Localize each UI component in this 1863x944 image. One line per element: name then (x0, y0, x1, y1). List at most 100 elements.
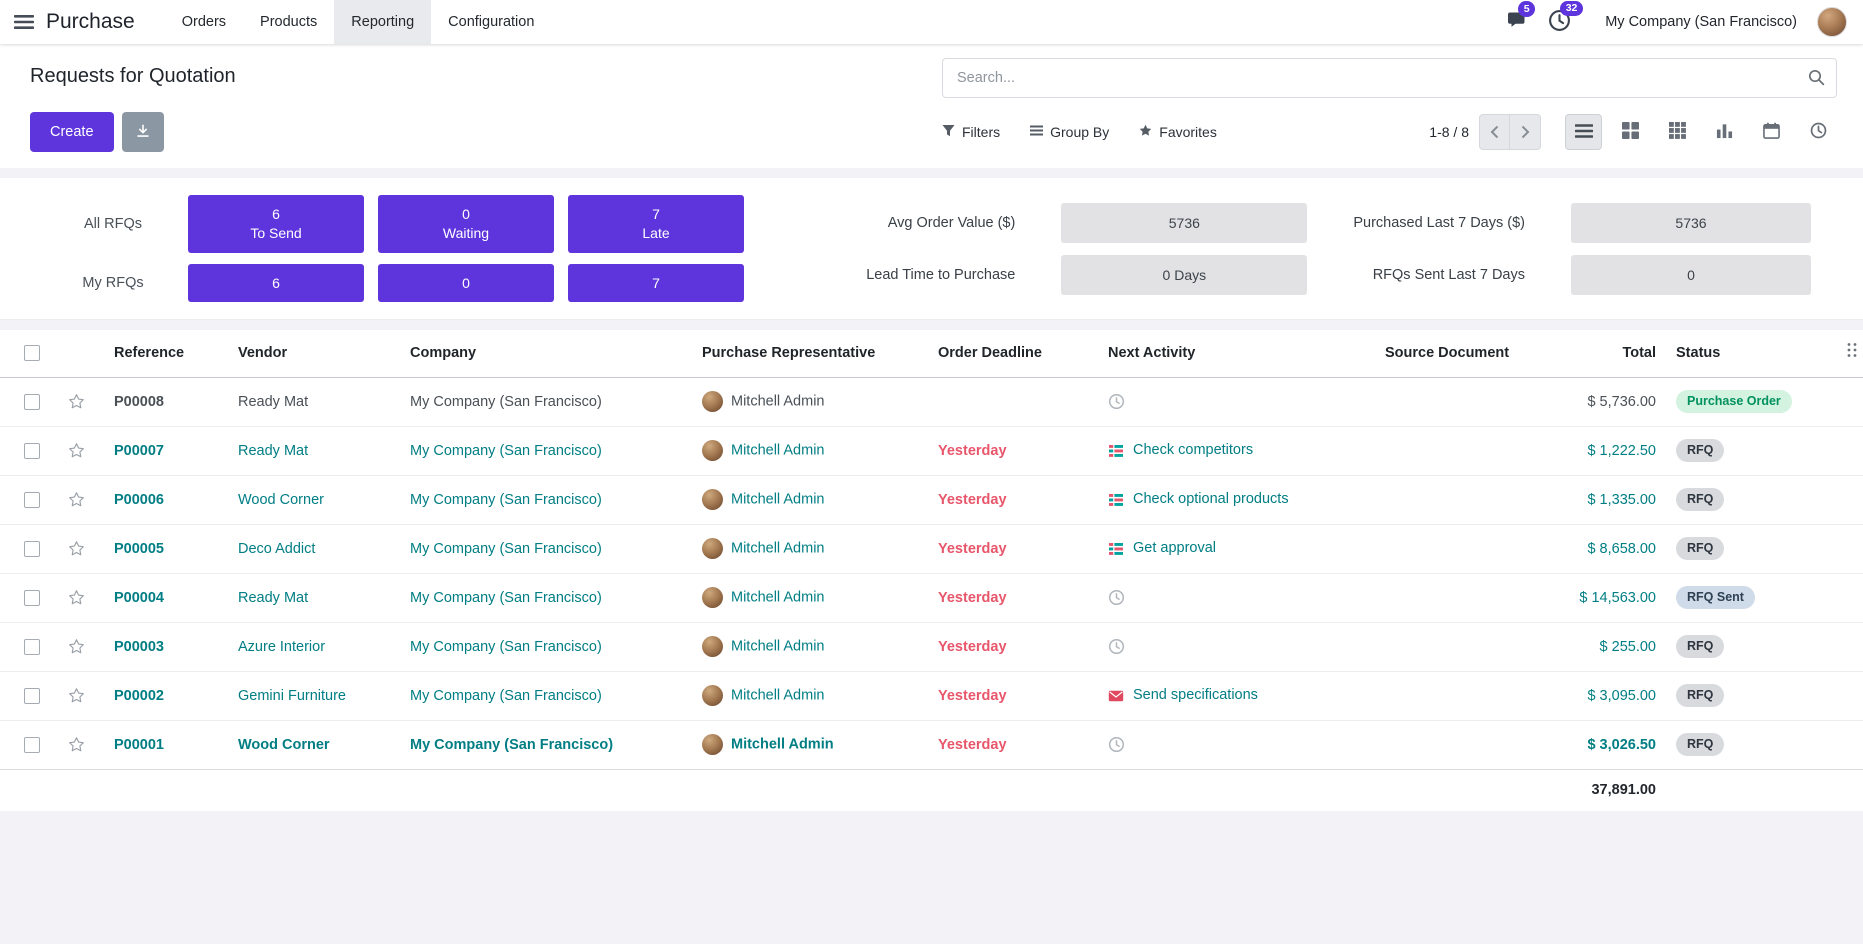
cell-next-activity[interactable]: Get approval (1098, 523, 1375, 573)
cell-order-deadline[interactable] (928, 377, 1098, 426)
cell-status[interactable]: RFQ Sent (1666, 572, 1863, 622)
dash-counter-late[interactable]: 7 Late (568, 195, 744, 253)
menu-item-products[interactable]: Products (260, 14, 318, 30)
cell-next-activity[interactable]: Check competitors (1098, 425, 1375, 475)
search-icon[interactable] (1808, 69, 1825, 90)
cell-company[interactable]: My Company (San Francisco) (400, 670, 692, 720)
cell-vendor[interactable]: Wood Corner (228, 474, 400, 524)
clock-activity-icon[interactable] (1108, 736, 1125, 753)
view-switcher-kanban[interactable] (1612, 114, 1649, 150)
menu-item-orders[interactable]: Orders (181, 14, 227, 30)
column-header-status[interactable]: Status (1666, 330, 1863, 378)
column-header-vendor[interactable]: Vendor (228, 330, 400, 378)
list-activity-icon[interactable] (1108, 492, 1124, 508)
cell-company[interactable]: My Company (San Francisco) (400, 425, 692, 475)
cell-total[interactable]: $ 3,026.50 (1541, 719, 1666, 769)
favorite-star-icon[interactable] (68, 393, 85, 410)
table-row[interactable]: P00002 Gemini Furniture My Company (San Fr… (0, 670, 1863, 720)
cell-source-document[interactable] (1375, 572, 1541, 622)
cell-next-activity[interactable] (1098, 719, 1375, 769)
activities-button[interactable]: 32 (1548, 0, 1583, 36)
dash-counter-to-send[interactable]: 6 To Send (188, 195, 364, 253)
row-checkbox[interactable] (24, 540, 40, 557)
cell-next-activity[interactable]: Check optional products (1098, 474, 1375, 524)
cell-purchase-representative[interactable]: Mitchell Admin (692, 377, 928, 426)
row-checkbox[interactable] (24, 393, 40, 410)
table-row[interactable]: P00006 Wood Corner My Company (San Francis… (0, 474, 1863, 524)
cell-status[interactable]: RFQ (1666, 719, 1863, 769)
cell-source-document[interactable] (1375, 621, 1541, 671)
column-header-order-deadline[interactable]: Order Deadline (928, 330, 1098, 378)
column-header-reference[interactable]: Reference (104, 330, 228, 378)
cell-source-document[interactable] (1375, 474, 1541, 524)
view-switcher-pivot[interactable] (1659, 114, 1696, 150)
user-avatar[interactable] (1817, 7, 1847, 37)
view-switcher-calendar[interactable] (1753, 114, 1790, 150)
cell-status[interactable]: RFQ (1666, 523, 1863, 573)
create-button[interactable]: Create (30, 112, 114, 152)
cell-purchase-representative[interactable]: Mitchell Admin (692, 474, 928, 524)
dash-counter-my-rfqs-6[interactable]: 6 (188, 264, 364, 302)
cell-reference[interactable]: P00005 (104, 523, 228, 573)
cell-vendor[interactable]: Ready Mat (228, 425, 400, 475)
cell-total[interactable]: $ 5,736.00 (1587, 393, 1656, 410)
clock-activity-icon[interactable] (1108, 638, 1125, 655)
pager-next-button[interactable] (1510, 114, 1541, 150)
view-switcher-graph[interactable] (1706, 114, 1743, 150)
favorite-star-icon[interactable] (68, 540, 85, 557)
table-row[interactable]: P00001 Wood Corner My Company (San Francis… (0, 719, 1863, 769)
dash-counter-waiting[interactable]: 0 Waiting (378, 195, 554, 253)
cell-source-document[interactable] (1375, 377, 1541, 426)
cell-order-deadline[interactable]: Yesterday (928, 719, 1098, 769)
menu-item-reporting[interactable]: Reporting (334, 0, 432, 44)
table-row[interactable]: P00003 Azure Interior My Company (San Fran… (0, 621, 1863, 671)
dash-counter-my-rfqs-7[interactable]: 7 (568, 264, 744, 302)
select-all-checkbox[interactable] (24, 345, 40, 362)
clock-activity-icon[interactable] (1108, 589, 1125, 606)
cell-reference[interactable]: P00008 (114, 393, 164, 410)
dash-counter-my-rfqs-0[interactable]: 0 (378, 264, 554, 302)
column-header-next-activity[interactable]: Next Activity (1098, 330, 1375, 378)
cell-reference[interactable]: P00004 (104, 572, 228, 622)
app-title[interactable]: Purchase (46, 10, 135, 33)
cell-order-deadline[interactable]: Yesterday (928, 621, 1098, 671)
cell-company[interactable]: My Company (San Francisco) (400, 621, 692, 671)
cell-order-deadline[interactable]: Yesterday (928, 670, 1098, 720)
cell-reference[interactable]: P00002 (104, 670, 228, 720)
cell-vendor[interactable]: Gemini Furniture (228, 670, 400, 720)
cell-order-deadline[interactable]: Yesterday (928, 425, 1098, 475)
cell-order-deadline[interactable]: Yesterday (928, 572, 1098, 622)
favorite-star-icon[interactable] (68, 638, 85, 655)
cell-company[interactable]: My Company (San Francisco) (410, 393, 602, 410)
cell-company[interactable]: My Company (San Francisco) (400, 719, 692, 769)
row-checkbox[interactable] (24, 589, 40, 606)
cell-vendor[interactable]: Azure Interior (228, 621, 400, 671)
cell-reference[interactable]: P00001 (104, 719, 228, 769)
row-checkbox[interactable] (24, 491, 40, 508)
view-switcher-activity[interactable] (1800, 114, 1837, 150)
cell-source-document[interactable] (1375, 523, 1541, 573)
cell-purchase-representative[interactable]: Mitchell Admin (692, 523, 928, 573)
cell-order-deadline[interactable]: Yesterday (928, 474, 1098, 524)
row-checkbox[interactable] (24, 442, 40, 459)
cell-vendor[interactable]: Ready Mat (228, 572, 400, 622)
list-activity-icon[interactable] (1108, 443, 1124, 459)
mail-activity-icon[interactable] (1108, 688, 1124, 704)
cell-reference[interactable]: P00007 (104, 425, 228, 475)
cell-order-deadline[interactable]: Yesterday (928, 523, 1098, 573)
column-header-purchase-representative[interactable]: Purchase Representative (692, 330, 928, 378)
cell-source-document[interactable] (1375, 719, 1541, 769)
favorite-star-icon[interactable] (68, 589, 85, 606)
table-row[interactable]: P00005 Deco Addict My Company (San Francis… (0, 523, 1863, 573)
cell-total[interactable]: $ 8,658.00 (1541, 523, 1666, 573)
company-switcher[interactable]: My Company (San Francisco) (1605, 14, 1797, 30)
cell-purchase-representative[interactable]: Mitchell Admin (692, 670, 928, 720)
optional-columns-toggle-icon[interactable] (1846, 342, 1858, 358)
export-button[interactable] (121, 112, 164, 152)
filters-button[interactable]: Filters (942, 124, 1000, 140)
table-row[interactable]: P00004 Ready Mat My Company (San Francisco… (0, 572, 1863, 622)
favorites-button[interactable]: Favorites (1139, 124, 1217, 140)
cell-purchase-representative[interactable]: Mitchell Admin (692, 719, 928, 769)
cell-company[interactable]: My Company (San Francisco) (400, 523, 692, 573)
pager-previous-button[interactable] (1479, 114, 1510, 150)
